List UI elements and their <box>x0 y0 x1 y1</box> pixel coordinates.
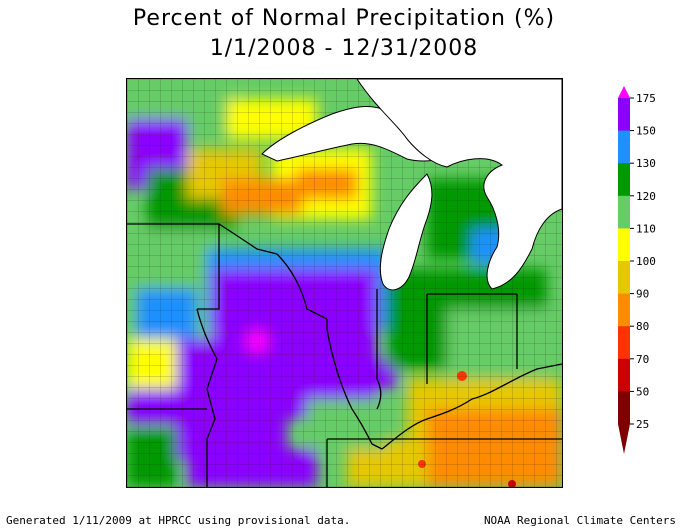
legend-tick-label: 100 <box>636 255 656 268</box>
legend-swatch <box>618 228 630 262</box>
legend-swatch <box>618 195 630 229</box>
lake-michigan <box>379 173 433 291</box>
footer-credit: NOAA Regional Climate Centers <box>483 514 676 527</box>
legend-swatch <box>618 358 630 392</box>
legend-arrow-top <box>618 86 630 98</box>
legend-tick-label: 110 <box>636 222 656 235</box>
map-title: Percent of Normal Precipitation (%) <box>132 6 556 31</box>
state-borders <box>127 223 562 487</box>
date-range-subtitle: 1/1/2008 - 12/31/2008 <box>209 36 479 61</box>
legend-arrow-bottom <box>618 424 630 454</box>
legend-tick-label: 175 <box>636 92 656 105</box>
legend-tick-label: 70 <box>636 353 649 366</box>
legend-swatch <box>618 326 630 360</box>
legend-swatch <box>618 293 630 327</box>
color-legend: 175 150 130 120 110 100 90 80 70 50 25 <box>618 86 656 454</box>
legend-tick-label: 80 <box>636 320 649 333</box>
legend-tick-label: 150 <box>636 125 656 138</box>
precipitation-map <box>126 78 563 488</box>
legend-swatch <box>618 98 630 132</box>
legend-tick-label: 25 <box>636 418 649 431</box>
legend-swatch <box>618 261 630 295</box>
legend-tick-label: 120 <box>636 190 656 203</box>
footer-generated-note: Generated 1/11/2009 at HPRCC using provi… <box>6 514 351 527</box>
legend-swatch <box>618 163 630 197</box>
map-canvas <box>127 79 562 487</box>
legend-tick-label: 90 <box>636 288 649 301</box>
legend-tick-label: 50 <box>636 385 649 398</box>
legend-swatch <box>618 130 630 164</box>
legend-tick-label: 130 <box>636 157 656 170</box>
legend-swatch <box>618 391 630 425</box>
lake-huron-and-canada <box>356 79 562 290</box>
